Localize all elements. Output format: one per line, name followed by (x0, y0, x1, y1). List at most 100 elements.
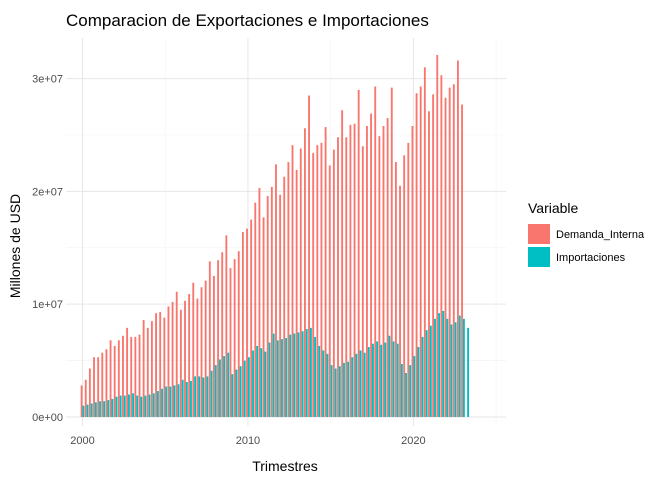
bar (119, 395, 122, 417)
bar (454, 322, 457, 417)
bar (312, 153, 315, 417)
bar (268, 342, 271, 417)
bar (163, 317, 166, 417)
bar (93, 357, 95, 417)
bar (247, 357, 250, 417)
bar (458, 315, 461, 417)
bar (341, 110, 344, 417)
bar (206, 376, 209, 417)
bar (122, 335, 124, 417)
bar (372, 343, 374, 417)
bar (167, 306, 170, 417)
bar (190, 380, 192, 417)
y-tick-label: 1e+07 (32, 299, 63, 311)
bar (326, 353, 329, 417)
bar (225, 235, 228, 417)
bar (177, 384, 180, 417)
bar (442, 310, 445, 417)
bar (231, 374, 234, 417)
bar (351, 357, 354, 417)
bar (407, 142, 410, 417)
y-tick-label: 3e+07 (32, 74, 63, 86)
bar (452, 84, 455, 417)
bar (380, 344, 383, 417)
bar (446, 318, 449, 417)
bar (208, 261, 211, 417)
y-tick-label: 0e+00 (32, 412, 63, 424)
bar (436, 54, 439, 417)
bar (287, 162, 290, 417)
bar (390, 87, 393, 417)
bar (432, 94, 435, 417)
bar (301, 331, 304, 417)
series-importaciones (82, 310, 469, 417)
bar (115, 396, 118, 417)
bar (200, 287, 203, 417)
y-tick-label: 2e+07 (32, 186, 63, 198)
bar (425, 330, 428, 417)
series-demanda-interna (80, 54, 463, 417)
bar (111, 398, 114, 417)
bar (194, 376, 197, 417)
bar (367, 347, 370, 417)
bar (159, 312, 162, 417)
bar (293, 333, 296, 417)
bar (90, 403, 93, 417)
bar (214, 365, 217, 417)
bar (99, 401, 101, 417)
bar (297, 332, 300, 417)
bar (223, 356, 225, 417)
bar (254, 202, 257, 417)
bar (419, 86, 422, 417)
bar (155, 313, 157, 417)
bar (202, 377, 205, 417)
bar (320, 142, 323, 417)
bar (260, 348, 263, 417)
bar (130, 336, 133, 417)
bar (403, 155, 406, 417)
bar (179, 309, 182, 417)
bar (88, 368, 91, 417)
bar (448, 87, 451, 417)
bar (434, 318, 436, 417)
bar (444, 97, 447, 417)
x-tick-label: 2020 (401, 435, 425, 447)
bar (198, 376, 201, 417)
bar (283, 176, 286, 417)
bar (239, 366, 242, 417)
bar (461, 104, 463, 417)
bar (438, 313, 441, 417)
bar (457, 60, 459, 417)
bar (103, 401, 106, 417)
bar (357, 89, 360, 417)
bar (318, 345, 321, 417)
legend-swatch-demanda-interna (528, 224, 550, 244)
legend-title: Variable (528, 200, 579, 216)
bar (275, 164, 277, 417)
bar (140, 396, 143, 417)
bar (144, 395, 147, 417)
bar (109, 340, 112, 417)
bar (150, 321, 153, 417)
bar (134, 336, 137, 417)
bar (386, 118, 389, 417)
bar (175, 291, 178, 417)
bar (113, 345, 116, 417)
bar (467, 327, 469, 417)
bar (281, 339, 283, 417)
bar (82, 405, 85, 417)
bar (289, 334, 292, 417)
bar (243, 360, 246, 417)
bar (308, 95, 310, 417)
bar (219, 359, 221, 417)
bar (227, 352, 230, 417)
bar (394, 162, 397, 417)
bar (343, 362, 345, 417)
bar (279, 194, 282, 417)
bar (171, 301, 174, 417)
bar (429, 325, 432, 417)
legend-swatch-importaciones (528, 247, 550, 267)
bar (258, 188, 261, 417)
bar (450, 324, 453, 417)
bar (405, 372, 407, 417)
